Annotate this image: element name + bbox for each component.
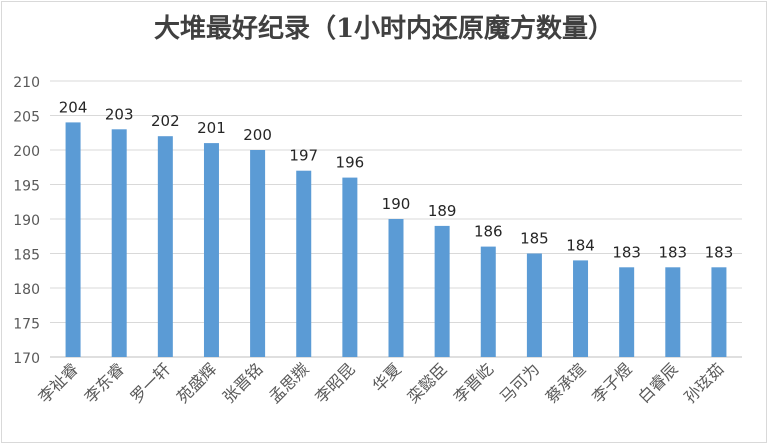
bar [573, 260, 589, 357]
x-tick-label: 罗一轩 [127, 359, 174, 406]
bar [480, 246, 496, 357]
x-tick-label: 马可为 [496, 359, 543, 406]
chart-title: 大堆最好纪录（1小时内还原魔方数量） [153, 14, 615, 44]
x-tick-label: 栾懿臣 [404, 359, 451, 406]
data-label: 186 [474, 223, 503, 241]
x-tick-label: 苑盛辉 [173, 359, 220, 406]
y-tick-label: 190 [13, 213, 40, 229]
bar [250, 150, 266, 357]
y-tick-label: 200 [13, 144, 40, 160]
data-label: 189 [428, 202, 457, 220]
x-tick-label: 华夏 [369, 359, 405, 395]
bar [526, 253, 542, 357]
y-tick-label: 195 [13, 179, 40, 195]
x-tick-label: 孟思羰 [265, 359, 312, 406]
bar [157, 136, 173, 357]
x-tick-label: 蔡承瑄 [542, 359, 589, 406]
data-label: 183 [705, 243, 734, 261]
bar [111, 129, 127, 357]
y-tick-label: 170 [13, 351, 40, 367]
bar [203, 143, 219, 357]
data-label: 190 [382, 195, 411, 213]
y-tick-label: 175 [13, 317, 40, 333]
data-label: 201 [197, 119, 226, 137]
data-label: 184 [566, 236, 595, 254]
bar [65, 122, 81, 358]
x-tick-label: 李昭昆 [311, 359, 358, 406]
x-tick-label: 李祉睿 [35, 359, 82, 406]
data-label: 183 [612, 243, 641, 261]
x-tick-label: 白睿辰 [634, 359, 681, 406]
data-label: 200 [243, 126, 272, 144]
data-label: 204 [59, 98, 88, 116]
x-tick-label: 李东睿 [81, 359, 128, 406]
bar [342, 177, 358, 357]
x-tick-label: 李晋屹 [450, 359, 497, 406]
bar [434, 225, 450, 357]
x-tick-label: 孙玹茹 [680, 359, 727, 406]
bar [296, 170, 312, 357]
data-label: 203 [105, 105, 134, 123]
x-tick-label: 张晋铭 [219, 359, 266, 406]
bar [665, 267, 681, 357]
bar [388, 219, 404, 357]
data-label: 197 [289, 147, 318, 165]
data-label: 202 [151, 112, 180, 130]
y-tick-label: 210 [13, 75, 40, 91]
bar [619, 267, 635, 357]
data-label: 196 [336, 154, 365, 172]
data-label: 183 [658, 243, 687, 261]
bar [711, 267, 727, 357]
y-tick-label: 185 [13, 248, 40, 264]
data-label: 185 [520, 230, 549, 248]
x-tick-label: 李子煜 [588, 359, 635, 406]
y-tick-label: 180 [13, 282, 40, 298]
y-tick-label: 205 [13, 110, 40, 126]
